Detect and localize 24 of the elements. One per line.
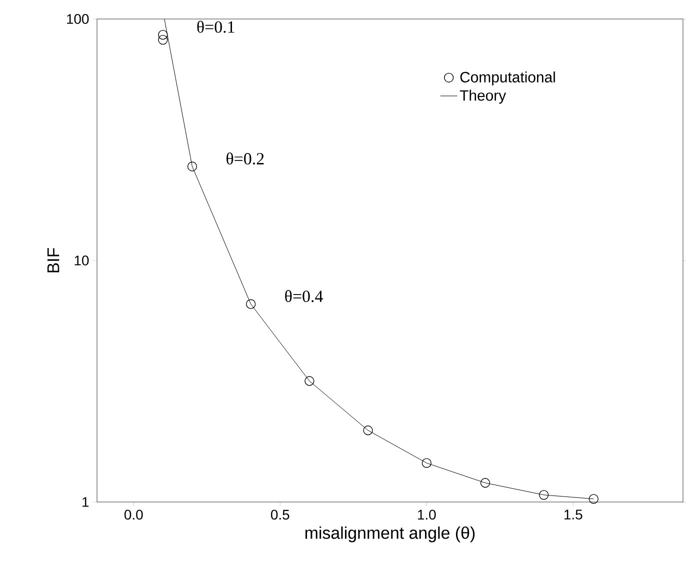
point: [422, 458, 432, 468]
x-tick-label: 0.5: [270, 510, 290, 520]
point: [539, 490, 549, 500]
y-axis-title: BIF: [47, 248, 60, 272]
point: [588, 494, 598, 504]
point: [158, 30, 168, 40]
point: [363, 426, 373, 436]
x-tick-label: 0.0: [124, 510, 143, 520]
x-tick-label: 1.5: [564, 510, 582, 520]
legend-label: Computational: [460, 71, 555, 86]
legend-label: Theory: [460, 90, 506, 104]
point: [246, 299, 256, 309]
point: [158, 34, 168, 45]
annotation: θ=0.1: [197, 20, 234, 33]
y-tick-label: 100: [67, 14, 89, 24]
y-tick-label: 1: [82, 497, 89, 507]
point: [480, 478, 490, 488]
annotation: θ=0.2: [226, 152, 264, 165]
point: [304, 376, 314, 386]
annotation: θ=0.4: [285, 290, 323, 302]
point: [187, 162, 198, 172]
y-tick-label: 10: [74, 256, 89, 266]
x-tick-label: 1.0: [418, 510, 436, 520]
x-axis-title: misalignment angle (θ): [305, 526, 475, 542]
